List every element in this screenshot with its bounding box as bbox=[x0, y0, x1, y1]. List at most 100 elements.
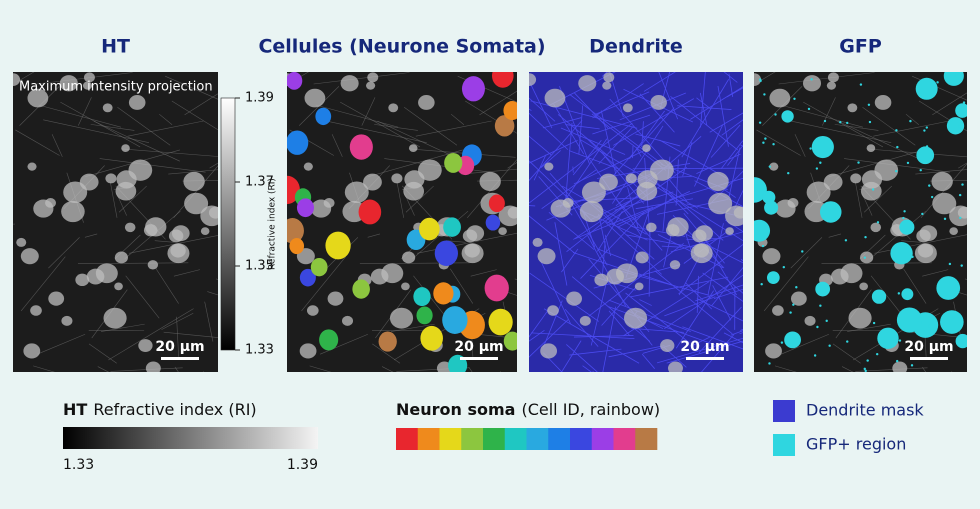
gfp-dot bbox=[961, 183, 964, 186]
dendrite bbox=[699, 92, 708, 126]
fiber bbox=[340, 101, 421, 148]
fiber bbox=[903, 268, 927, 304]
gfp-dot bbox=[809, 147, 812, 150]
soma bbox=[754, 73, 762, 86]
colorbar-tick-label: 1.39 bbox=[245, 91, 274, 106]
dendrite bbox=[592, 114, 651, 135]
soma bbox=[850, 173, 862, 184]
dendrite bbox=[529, 319, 569, 358]
fiber bbox=[204, 301, 214, 342]
cell-mask bbox=[488, 308, 513, 336]
fiber bbox=[93, 120, 180, 162]
gfp-dot bbox=[813, 354, 817, 357]
dendrite bbox=[580, 211, 645, 279]
dendrite bbox=[643, 72, 676, 92]
dendrite bbox=[569, 94, 664, 166]
dendrite bbox=[539, 259, 572, 325]
soma bbox=[479, 171, 501, 192]
soma bbox=[116, 170, 137, 189]
dendrite bbox=[657, 234, 724, 269]
dendrite bbox=[574, 206, 654, 240]
gfp-region bbox=[815, 281, 831, 297]
gfp-dot bbox=[911, 255, 914, 259]
micrograph bbox=[13, 72, 218, 372]
dendrite bbox=[700, 231, 737, 296]
fiber bbox=[184, 93, 218, 116]
dendrite bbox=[720, 140, 743, 169]
rainbow-swatch bbox=[504, 428, 527, 450]
cell-mask bbox=[434, 240, 458, 267]
soma bbox=[16, 237, 27, 247]
scale-bar bbox=[686, 357, 724, 360]
fiber bbox=[756, 129, 801, 156]
dendrite bbox=[677, 105, 732, 110]
panel-title: HT bbox=[101, 36, 130, 58]
soma bbox=[145, 361, 161, 372]
soma bbox=[95, 263, 118, 284]
soma bbox=[870, 222, 882, 233]
fiber bbox=[77, 97, 92, 126]
fiber bbox=[367, 233, 381, 238]
dendrite bbox=[641, 353, 655, 369]
fiber bbox=[100, 323, 145, 332]
dendrite bbox=[694, 124, 724, 187]
fiber bbox=[778, 72, 875, 85]
soma bbox=[594, 273, 609, 287]
soma bbox=[82, 81, 93, 90]
gfp-dot bbox=[951, 316, 955, 319]
fiber bbox=[479, 90, 517, 116]
gfp-dot bbox=[943, 217, 947, 221]
dendrite bbox=[557, 114, 608, 156]
rainbow-swatch bbox=[591, 428, 614, 450]
fiber bbox=[88, 343, 117, 364]
panel-title: Cellules (Neurone Somata) bbox=[258, 36, 545, 58]
cell-mask bbox=[503, 331, 517, 351]
gfp-dot bbox=[948, 262, 952, 266]
gfp-region bbox=[781, 110, 794, 123]
gfp-dot bbox=[761, 244, 765, 248]
soma bbox=[83, 72, 95, 83]
dendrite bbox=[601, 151, 645, 204]
fiber bbox=[964, 278, 967, 280]
soma bbox=[775, 199, 796, 218]
dendrite bbox=[630, 276, 729, 298]
fiber bbox=[159, 113, 173, 125]
soma bbox=[299, 343, 317, 359]
cell-mask bbox=[296, 198, 314, 218]
fiber bbox=[391, 323, 435, 332]
soma bbox=[650, 95, 667, 110]
soma bbox=[892, 361, 908, 372]
soma bbox=[462, 229, 478, 243]
soma bbox=[547, 305, 559, 316]
dendrite bbox=[639, 93, 675, 133]
fiber bbox=[803, 101, 884, 148]
dendrite bbox=[664, 296, 716, 317]
legend-text: (Cell ID, rainbow) bbox=[521, 400, 660, 419]
gfp-dot bbox=[936, 81, 939, 84]
gfp-dot bbox=[891, 344, 894, 348]
soma bbox=[183, 171, 205, 192]
fiber bbox=[922, 269, 949, 277]
fiber bbox=[176, 316, 179, 357]
dendrite bbox=[566, 344, 598, 372]
fiber bbox=[77, 262, 189, 265]
soma bbox=[33, 199, 54, 218]
soma bbox=[578, 75, 597, 92]
soma bbox=[579, 315, 591, 326]
cell-mask bbox=[503, 101, 517, 121]
fiber bbox=[794, 134, 806, 157]
fiber bbox=[173, 269, 200, 277]
dendrite bbox=[543, 308, 640, 364]
dendrite bbox=[568, 150, 619, 170]
dendrite bbox=[598, 125, 634, 165]
gfp-dot bbox=[910, 364, 914, 367]
soma bbox=[27, 88, 49, 108]
soma bbox=[408, 144, 418, 152]
gfp-region bbox=[936, 276, 961, 300]
dendrite bbox=[529, 122, 633, 204]
dendrite bbox=[571, 197, 638, 202]
gfp-region bbox=[784, 331, 801, 349]
soma bbox=[772, 305, 784, 316]
gfp-dot bbox=[872, 321, 876, 325]
soma bbox=[623, 307, 648, 329]
